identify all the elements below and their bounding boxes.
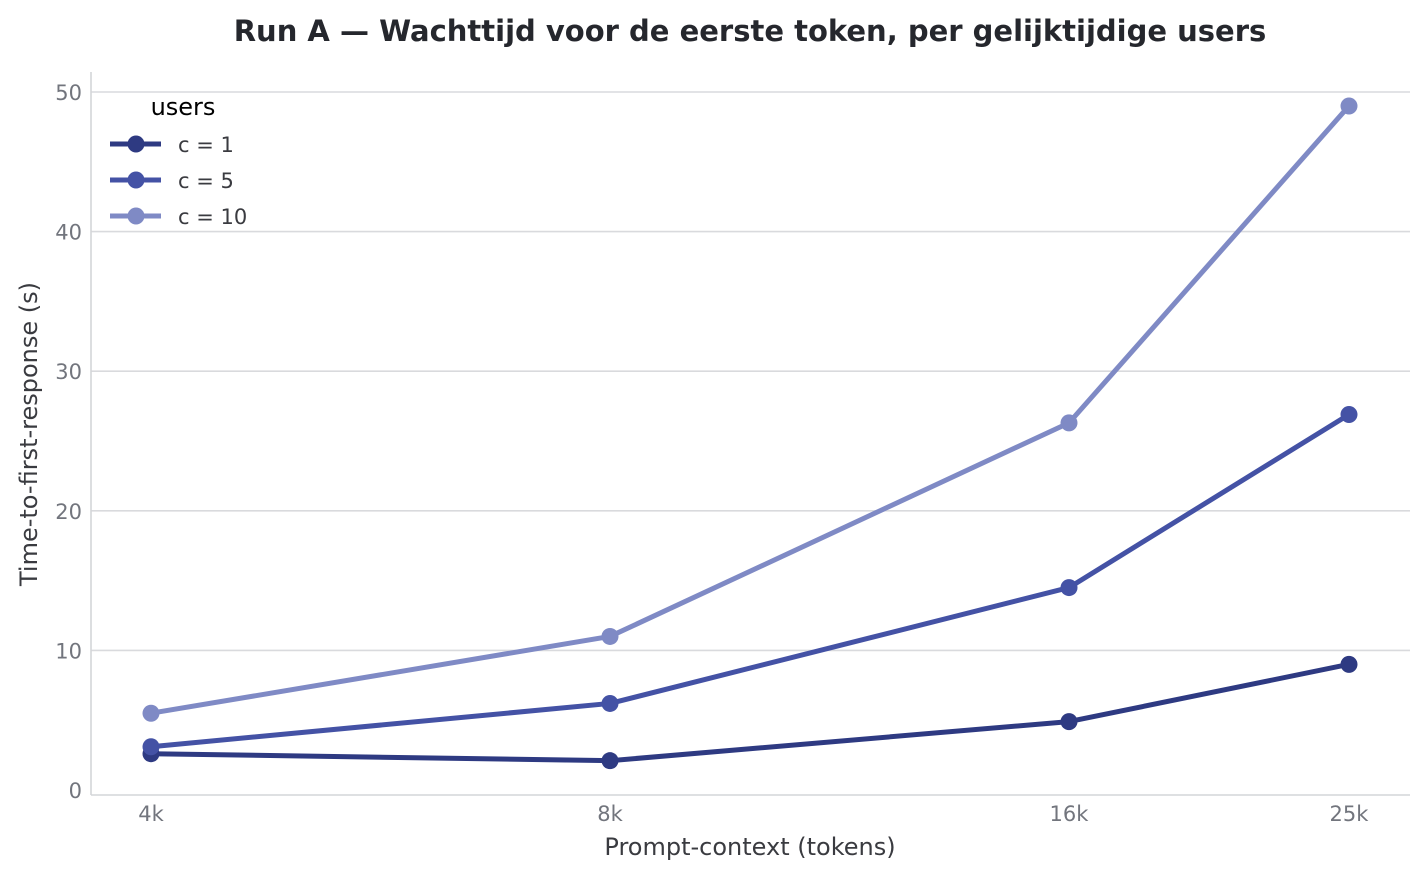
gridlines: [91, 91, 1410, 652]
y-axis-label: Time-to-first-response (s): [15, 282, 43, 587]
data-point: [601, 752, 619, 770]
y-tick-label: 50: [55, 81, 82, 105]
y-tick-label: 30: [55, 360, 82, 384]
x-tick-labels: 4k 8k 16k 25k: [138, 802, 1369, 826]
data-point: [1060, 414, 1078, 432]
series-line: [148, 411, 1352, 750]
data-point: [601, 627, 619, 645]
data-point: [142, 704, 160, 722]
x-tick-label: 4k: [138, 802, 164, 826]
data-point: [142, 738, 160, 756]
series-2: [142, 405, 1358, 756]
x-axis-label: Prompt-context (tokens): [604, 833, 895, 861]
y-tick-label: 40: [55, 221, 82, 245]
series-3: [142, 97, 1358, 722]
series-line: [148, 103, 1352, 716]
data-point: [1060, 713, 1078, 731]
data-point: [1340, 405, 1358, 423]
legend-label: c = 10: [178, 205, 247, 229]
legend-label: c = 5: [178, 169, 234, 193]
x-tick-label: 16k: [1050, 802, 1090, 826]
legend-swatch-marker: [127, 135, 145, 153]
series-lines: [142, 97, 1358, 770]
y-tick-label: 20: [55, 500, 82, 524]
data-point: [1060, 579, 1078, 597]
data-point: [1340, 655, 1358, 673]
y-tick-label: 10: [55, 639, 82, 663]
series-line: [148, 661, 1352, 764]
x-tick-label: 25k: [1330, 802, 1370, 826]
legend: users c = 1 c = 5 c = 10: [110, 93, 247, 229]
y-tick-label: 0: [69, 779, 82, 803]
series-1: [142, 655, 1358, 770]
legend-swatch-marker: [127, 171, 145, 189]
data-point: [1340, 97, 1358, 115]
data-point: [601, 694, 619, 712]
y-tick-labels: 0 10 20 30 40 50: [55, 81, 82, 803]
chart-title: Run A — Wachttijd voor de eerste token, …: [234, 14, 1267, 48]
legend-title: users: [151, 93, 216, 121]
legend-label: c = 1: [178, 133, 234, 157]
x-tick-label: 8k: [597, 802, 623, 826]
legend-swatch-marker: [127, 207, 145, 225]
